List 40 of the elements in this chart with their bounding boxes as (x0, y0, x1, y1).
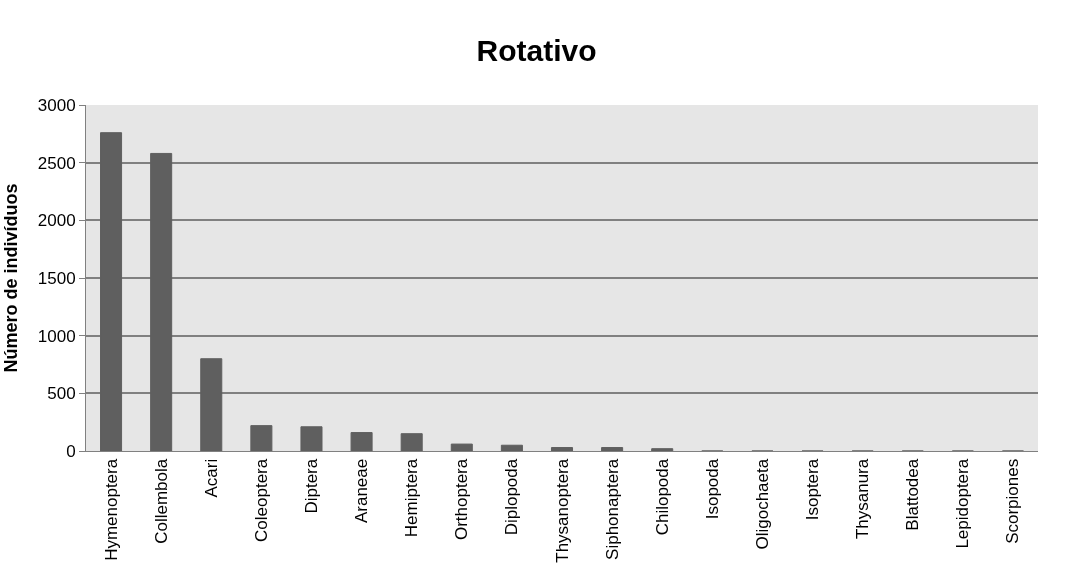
x-tick-label: Scorpiones (1003, 458, 1023, 544)
x-tick-label: Oligochaeta (752, 458, 772, 550)
y-axis-title: Número de indivíduos (0, 183, 21, 373)
y-tick-label: 2500 (37, 153, 76, 173)
chart-title: Rotativo (476, 34, 597, 68)
y-tick-label: 1000 (37, 326, 76, 346)
x-tick-label: Chilopoda (652, 458, 672, 536)
bar (651, 448, 674, 451)
y-tick-label: 0 (66, 441, 76, 461)
x-tick-label: Thysanura (853, 458, 873, 540)
bar (250, 425, 273, 451)
bar (500, 444, 523, 451)
bar (150, 152, 173, 451)
x-tick-label: Isopoda (702, 458, 722, 520)
y-tick-label: 500 (47, 384, 76, 404)
x-tick-label: Coleoptera (251, 458, 271, 542)
bar (550, 447, 574, 451)
bar (350, 432, 373, 451)
bar (300, 426, 323, 451)
bar (400, 433, 423, 451)
x-tick-label: Siphonaptera (602, 458, 622, 560)
y-tick-label: 2000 (37, 211, 76, 231)
x-tick-label: Thysanoptera (552, 458, 572, 563)
x-tick-label: Lepidoptera (953, 458, 973, 549)
x-tick-label: Acari (201, 458, 221, 498)
bar (200, 358, 223, 451)
x-tick-label: Hymenoptera (101, 458, 121, 561)
x-tick-label: Diptera (301, 458, 321, 514)
x-tick-label: Hemiptera (402, 458, 422, 538)
x-tick-label: Isoptera (803, 458, 823, 521)
y-tick-label: 3000 (37, 95, 76, 115)
bar (100, 132, 123, 451)
bar (601, 447, 624, 451)
bar (450, 443, 473, 451)
x-tick-label: Araneae (352, 458, 372, 524)
y-tick-label: 1500 (37, 268, 76, 288)
x-tick-label: Collembola (151, 458, 171, 544)
x-tick-label: Orthoptera (452, 458, 472, 541)
x-tick-label: Diplopoda (502, 458, 522, 536)
x-tick-label: Blattodea (903, 458, 923, 531)
